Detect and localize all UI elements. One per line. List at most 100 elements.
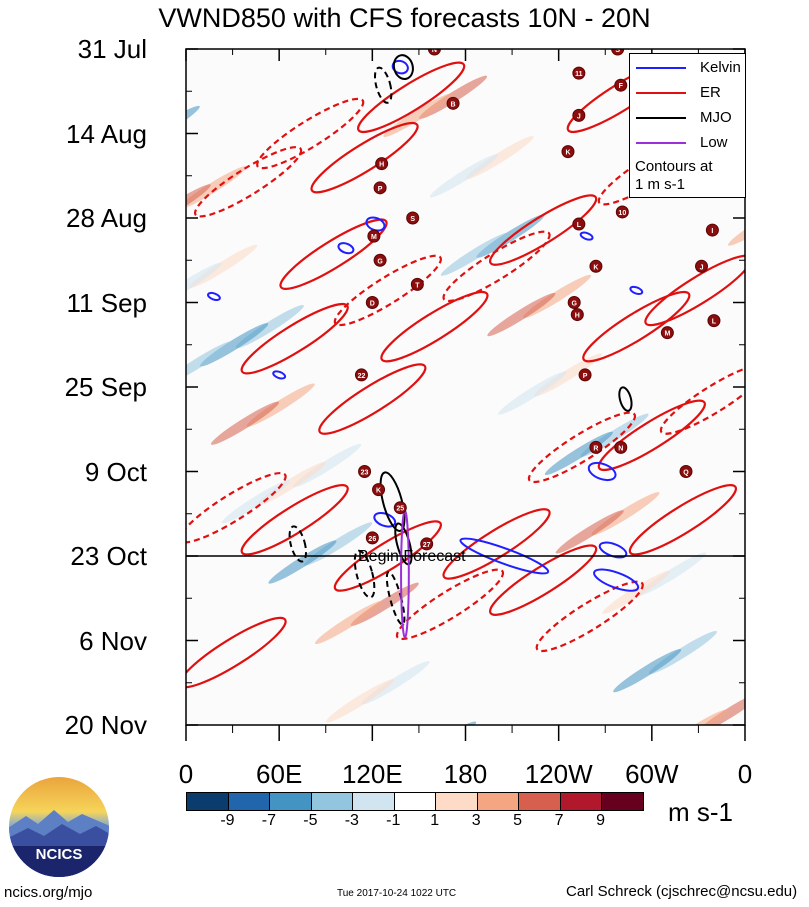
x-tick-label: 60E [256,759,303,789]
colorbar-swatch [436,793,478,810]
storm-marker-dot [365,531,379,545]
storm-marker: S [611,47,625,56]
storm-marker-dot [614,78,628,92]
er-contour [489,544,598,616]
er-contour [442,508,551,580]
storm-marker-dot [367,229,381,243]
storm-marker-label: M [664,331,670,338]
shading-band [429,154,498,198]
shading-band [659,709,728,725]
ncics-logo: NCICS [9,777,109,877]
er-contour [240,302,349,375]
begin-forecast-label: Begin Forecast [358,548,466,565]
storm-marker-label: G [377,258,383,265]
kelvin-contour [207,291,221,302]
storm-marker: B [446,96,460,110]
shading-band [186,262,222,307]
mjo-contour [618,386,633,412]
storm-marker-dot [695,259,709,273]
er-contour [582,290,691,363]
storm-marker-label: 27 [423,542,431,549]
storm-marker: K [561,145,575,159]
storm-marker: M [367,229,381,243]
shading-band [315,600,384,645]
storm-marker-dot [375,157,389,171]
kelvin-contour [629,285,644,295]
storm-marker: P [578,368,592,382]
x-tick-label: 60W [625,759,679,789]
storm-marker-label: P [583,373,588,380]
mjo-contour [373,66,393,104]
shading-band [487,292,556,337]
storm-marker-label: S [615,47,620,54]
storm-marker-label: I [711,228,713,235]
storm-marker: J [695,259,709,273]
shading-band [498,371,567,415]
storm-marker-label: K [593,264,598,271]
storm-marker-label: D [370,301,375,308]
storm-marker-dot [578,368,592,382]
storm-marker-label: L [577,222,582,229]
storm-marker-label: 10 [618,210,626,217]
colorbar-level-label: 7 [554,812,564,829]
storm-marker-dot [572,217,586,231]
storm-marker-dot [427,49,441,56]
storm-marker: T [410,277,424,291]
storm-marker: 26 [365,531,379,545]
storm-marker-dot [611,49,625,56]
shading-band [221,480,290,524]
er-contour [310,121,419,194]
storm-marker-dot [365,296,379,309]
storm-marker-dot [589,259,603,273]
storm-marker-dot [420,537,434,551]
er-contour [535,580,644,653]
storm-marker: 22 [354,368,368,382]
storm-marker-label: G [571,301,577,308]
storm-marker: N [614,440,628,454]
mjo-contour [379,471,406,532]
mjo-contour [353,549,376,599]
contour-layer [186,54,745,689]
author-credit: Carl Schreck (cjschrec@ncsu.edu) [566,883,798,900]
storm-marker: 25 [393,501,407,515]
er-contour [357,61,466,134]
colorbar-units: m s-1 [668,797,733,827]
legend-swatch [636,117,686,119]
er-contour [186,471,287,544]
storm-marker-label: 26 [368,536,376,543]
storm-marker-label: M [371,234,377,241]
chart-title: VWND850 with CFS forecasts 10N - 20N [158,3,651,33]
er-contour [597,399,706,472]
storm-marker: N [427,49,441,56]
mjo-contour [288,525,308,563]
storm-marker: 10 [615,205,629,219]
kelvin-contour [272,370,287,380]
kelvin-contour [593,568,640,592]
x-tick-label: 180 [443,759,488,789]
kelvin-contour [337,242,355,255]
er-contour [256,97,365,170]
storm-marker-dot [358,465,372,478]
shading-band [210,401,280,445]
storm-marker-dot [589,440,603,454]
colorbar-level-label: 3 [471,812,481,829]
timestamp: Tue 2017-10-24 1022 UTC [337,888,457,899]
storm-marker: G [373,253,387,267]
storm-marker-label: R [593,445,598,452]
colorbar [186,792,644,811]
colorbar-level-label: -7 [261,812,277,829]
legend-label: Low [700,134,728,151]
colorbar-level-label: 9 [596,812,605,829]
kelvin-contour [587,461,617,482]
er-contour [489,194,598,266]
er-contour [628,484,738,556]
colorbar-level-label: -5 [303,812,318,829]
colorbar-swatch [519,793,561,810]
y-tick-label: 9 Oct [84,456,147,487]
contour-note-line-1: Contours at [635,158,713,175]
colorbar-swatch [394,793,437,810]
er-contour [442,230,551,303]
shading-band [186,341,233,385]
legend-swatch [636,142,686,144]
